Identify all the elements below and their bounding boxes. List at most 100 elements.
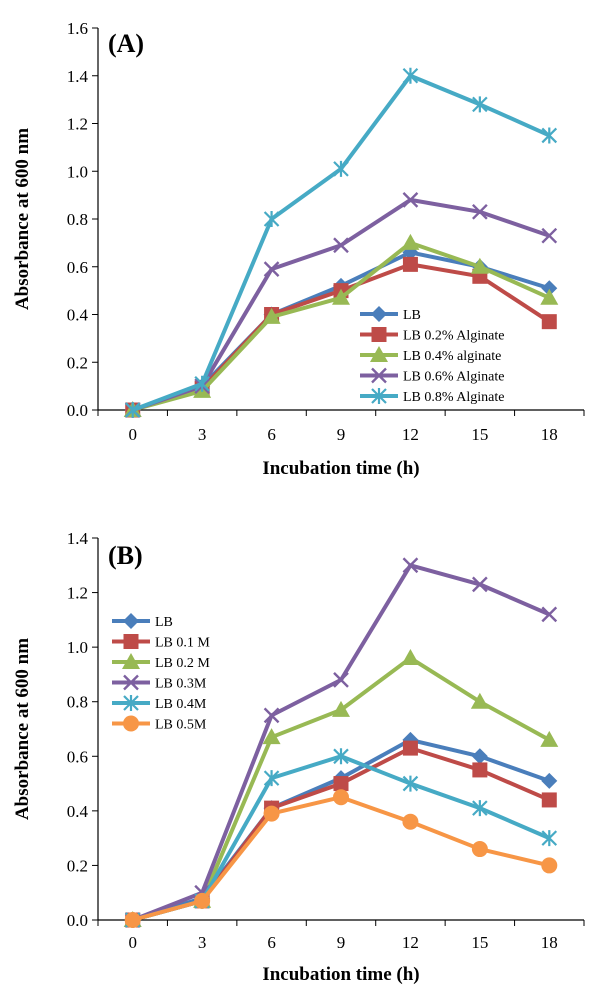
- x-tick-label-a: 3: [198, 425, 207, 444]
- legend-label-b-1: LB 0.1 M: [155, 636, 210, 651]
- data-point-a-4-6: [541, 127, 558, 144]
- data-point-a-4-0: [124, 402, 141, 418]
- data-point-b-0-5: [471, 748, 488, 765]
- legend-label-b-0: LB: [155, 615, 173, 630]
- data-point-b-2-3: [332, 700, 350, 717]
- legend-marker-b-0: [123, 613, 139, 629]
- x-axis-title-a: Incubation time (h): [262, 458, 419, 479]
- data-point-b-4-2: [263, 770, 280, 787]
- data-point-a-2-6: [540, 288, 559, 305]
- y-tick-label-a: 0.0: [67, 401, 88, 420]
- y-tick-label-b: 1.0: [67, 638, 88, 657]
- y-tick-label-b: 0.4: [67, 802, 89, 821]
- y-tick-label-a: 1.0: [67, 162, 88, 181]
- y-tick-label-a: 1.6: [67, 19, 88, 38]
- y-axis-title-a: Absorbance at 600 nm: [12, 128, 33, 310]
- chart-panel-b: 0.0 0.2 0.4 0.6 0.8 1.0 1.2 1.4 0 3 6 9 12 15 18 Incuba…: [12, 529, 585, 985]
- legend-marker-a-2: [370, 346, 388, 362]
- data-point-a-3-4: [402, 192, 419, 208]
- legend-marker-b-3: [123, 674, 139, 691]
- x-tick-label-b: 6: [267, 933, 276, 952]
- legend-label-b-3: LB 0.3M: [155, 677, 207, 692]
- panel-label-a: (A): [108, 29, 144, 58]
- y-tick-label-b: 0.0: [67, 911, 88, 930]
- data-point-b-4-4: [402, 775, 419, 792]
- x-tick-label-b: 15: [471, 933, 488, 952]
- data-point-a-0-6: [541, 280, 558, 297]
- x-tick-label-a: 9: [337, 425, 346, 444]
- data-point-b-2-5: [470, 692, 489, 709]
- series-line-b-3: [131, 563, 551, 922]
- y-tick-label-a: 1.4: [67, 67, 89, 86]
- data-point-b-5-1: [194, 892, 211, 909]
- series-a-4: [124, 67, 558, 418]
- x-axis-title-b: Incubation time (h): [262, 964, 419, 985]
- legend-label-a-3: LB 0.6% Alginate: [403, 370, 505, 385]
- data-point-b-3-3: [333, 672, 349, 688]
- data-point-b-1-3: [333, 776, 349, 792]
- data-point-a-4-1: [194, 375, 210, 392]
- y-tick-label-b: 0.6: [67, 747, 88, 766]
- y-tick-label-b: 1.4: [67, 529, 89, 548]
- data-point-a-4-3: [333, 160, 349, 177]
- x-tick-label-b: 3: [198, 933, 207, 952]
- legend-marker-a-3: [371, 367, 387, 384]
- data-point-b-2-2: [262, 728, 281, 745]
- data-point-b-2-4: [401, 649, 420, 666]
- data-point-b-5-3: [333, 789, 349, 806]
- y-tick-label-a: 0.8: [67, 210, 88, 229]
- x-tick-label-b: 0: [128, 933, 137, 952]
- data-point-a-1-4: [402, 256, 418, 272]
- data-point-a-3-2: [263, 261, 280, 277]
- legend-label-b-4: LB 0.4M: [155, 697, 207, 712]
- legend-marker-b-4: [123, 695, 139, 711]
- x-tick-label-a: 6: [267, 425, 276, 444]
- legend-a: LB LB 0.2% Alginate LB 0.4% alginate LB 0.6…: [360, 306, 505, 405]
- legend-marker-b-5: [123, 715, 139, 732]
- x-tick-label-a: 0: [128, 425, 137, 444]
- x-tick-label-b: 18: [541, 933, 558, 952]
- series-b-3: [124, 557, 558, 928]
- x-tick-label-a: 18: [541, 425, 558, 444]
- legend-marker-a-4: [371, 388, 387, 404]
- y-tick-label-a: 0.6: [67, 258, 88, 277]
- legend-label-a-1: LB 0.2% Alginate: [403, 329, 505, 344]
- legend-label-a-4: LB 0.8% Alginate: [403, 390, 505, 405]
- data-point-b-3-6: [541, 606, 558, 623]
- data-point-a-4-2: [263, 211, 280, 227]
- y-tick-label-b: 0.8: [67, 693, 88, 712]
- x-tick-label-b: 12: [402, 933, 419, 952]
- y-tick-label-a: 0.4: [67, 306, 89, 325]
- data-point-a-2-4: [401, 233, 420, 250]
- data-point-b-3-4: [402, 557, 419, 574]
- data-point-a-3-5: [472, 203, 488, 220]
- data-point-a-3-3: [333, 237, 349, 254]
- chart-panel-a: 0.0 0.2 0.4 0.6 0.8 1.0 1.2 1.4 1.6 0 3 6 9 12 15 18 Inc…: [12, 19, 585, 479]
- data-point-a-2-3: [332, 288, 350, 305]
- data-point-b-5-5: [471, 841, 488, 858]
- legend-marker-b-1: [123, 634, 139, 649]
- data-point-b-5-2: [263, 805, 280, 822]
- data-point-a-4-4: [402, 67, 419, 84]
- data-point-b-3-5: [472, 576, 488, 593]
- legend-b: LB LB 0.1 M LB 0.2 M LB 0.3M LB 0.4M LB 0.5M: [112, 613, 210, 733]
- data-point-b-2-6: [540, 730, 559, 747]
- legend-label-a-2: LB 0.4% alginate: [403, 349, 501, 364]
- legend-label-b-2: LB 0.2 M: [155, 656, 210, 671]
- legend-label-a-0: LB: [403, 308, 421, 323]
- y-axis-title-b: Absorbance at 600 nm: [12, 638, 33, 820]
- data-point-b-5-4: [402, 813, 419, 830]
- data-point-b-3-2: [263, 707, 280, 724]
- y-tick-label-a: 0.2: [67, 353, 88, 372]
- data-point-a-2-2: [262, 307, 281, 324]
- data-point-b-1-5: [472, 762, 488, 778]
- data-point-b-0-6: [541, 772, 558, 789]
- x-tick-label-a: 12: [402, 425, 419, 444]
- data-point-a-2-5: [470, 257, 489, 274]
- data-point-a-4-5: [472, 96, 488, 113]
- x-tick-label-b: 9: [337, 933, 346, 952]
- x-tick-label-a: 15: [471, 425, 488, 444]
- data-point-b-1-4: [402, 740, 418, 756]
